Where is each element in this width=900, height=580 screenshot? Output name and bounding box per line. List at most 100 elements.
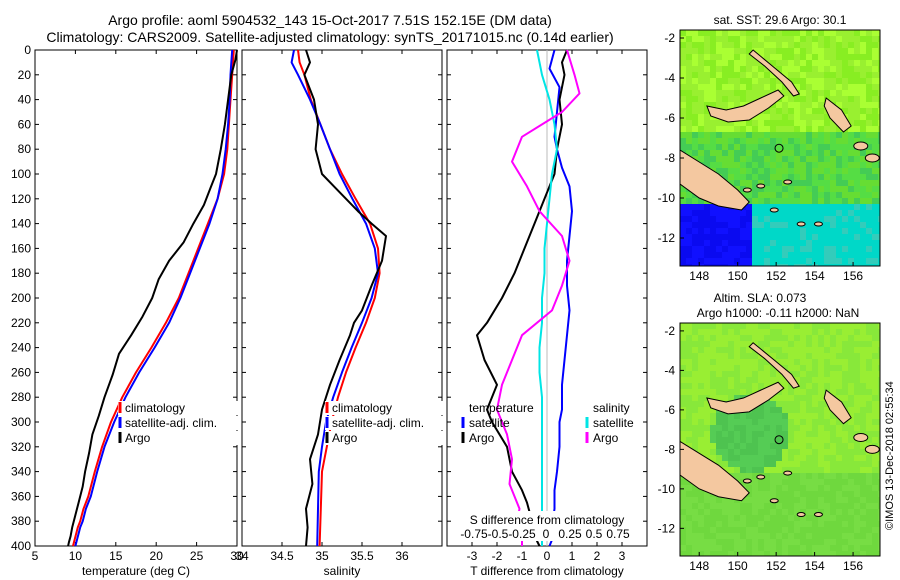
map-x-tick-label: 148 [689,559,709,573]
y-tick-label: 80 [18,142,32,156]
y-tick-label: 60 [18,117,32,131]
map-y-tick-label: -2 [664,324,675,338]
legend-label: satellite [469,416,510,430]
legend-title-temperature: temperature [469,401,534,415]
map-x-tick-label: 150 [728,269,748,283]
credit-text: ©IMOS 13-Dec-2018 02:55:34 [884,381,896,530]
figure-title-line1: Argo profile: aoml 5904532_143 15-Oct-20… [108,12,552,28]
map-bottom-title-line2: Argo h1000: -0.11 h2000: NaN [697,306,860,320]
y-tick-label: 380 [11,514,31,528]
x-tick-label: 3 [619,549,626,563]
plot-frame [241,49,443,547]
land-island [864,153,880,163]
y-tick-label: 220 [11,316,31,330]
legend-title-salinity: salinity [593,401,630,415]
legend-label: Argo [125,431,151,445]
y-tick-label: 280 [11,390,31,404]
y-tick-label: 0 [24,43,31,57]
x-tick-label: 35.5 [350,549,374,563]
map-y-tick-label: -12 [658,231,676,245]
x-tick-label: 30 [230,549,244,563]
legend-bg [325,431,445,445]
series-line-s-argo [496,49,581,546]
y-tick-label: 400 [11,539,31,553]
y-tick-label: 360 [11,489,31,503]
y-tick-label: 120 [11,192,31,206]
y-tick-label: 320 [11,440,31,454]
x2-tick-label: -0.5 [488,527,509,541]
land-island [853,433,869,443]
legend-label: climatology [125,401,185,415]
y-tick-label: 140 [11,217,31,231]
map-y-tick-label: -4 [664,363,675,377]
map-y-tick-label: -2 [664,31,675,45]
map-frame [679,322,881,557]
land-island [783,179,793,185]
panel-difference: -3 -2 -1 0 1 2 3T difference from climatology t… [446,49,648,578]
x-tick-label: -1 [517,549,528,563]
panel-temperature: 0 20 40 60 80 100 120 140 160 180 200 220 240 260 280 3… [11,43,244,578]
x-tick-label: 0 [544,549,551,563]
land-island [756,474,766,480]
y-tick-label: 40 [18,93,32,107]
x-tick-label: -3 [467,549,478,563]
series-line-t-argo [476,49,568,547]
x-axis-label: T difference from climatology [470,564,624,578]
legend-label: Argo [593,431,619,445]
legend-label: satellite [593,416,634,430]
legend-bg [118,416,238,430]
series-line-t-satellite [548,49,573,547]
land-new-britain [706,89,785,123]
land-island [853,141,869,151]
x-axis-label: salinity [324,564,361,578]
argo-position-marker [774,143,784,153]
y-tick-label: 20 [18,68,32,82]
map-x-tick-label: 154 [805,269,825,283]
legend-label: satellite-adj. clim. [125,416,217,430]
x2-tick-label: 0.25 [558,527,582,541]
map-top: 148 150 152 154 156 -2 -4 -6 -8 -10 -12 [658,29,881,283]
x-tick-label: 5 [32,549,39,563]
x-tick-label: -2 [492,549,503,563]
panel-salinity: 34 34.5 35 35.5 36 salinity climatologysatelli… [235,49,445,578]
argo-position-marker [774,435,784,445]
map-x-tick-label: 152 [766,269,786,283]
y-tick-label: 100 [11,167,31,181]
figure-title: Argo profile: aoml 5904532_143 15-Oct-20… [0,0,660,50]
x2-axis-bg [453,511,641,541]
x2-axis-label: S difference from climatology [470,513,625,527]
plot-frame [34,49,238,547]
map-y-tick-label: -8 [664,442,675,456]
x2-tick-label: -0.75 [460,527,488,541]
x-tick-label: 36 [395,549,409,563]
land-island [813,512,823,518]
map-x-tick-label: 152 [766,559,786,573]
series-line-argo [303,49,387,547]
y-tick-label: 200 [11,291,31,305]
land-island [783,470,793,476]
map-top-title: sat. SST: 29.6 Argo: 30.1 [714,13,847,27]
land-bougainville [823,389,852,425]
y-tick-label: 160 [11,241,31,255]
map-field [680,323,880,556]
x2-tick-label: -0.25 [508,527,536,541]
map-frame [679,29,881,267]
x2-tick-label: 0 [543,527,550,541]
map-y-tick-label: -6 [664,111,675,125]
map-y-tick-label: -8 [664,151,675,165]
map-y-tick-label: -12 [658,521,676,535]
series-line-satellite-adj-clim- [74,49,234,547]
map-y-tick-label: -10 [658,191,676,205]
land-island [796,512,806,518]
map-bottom: 148 150 152 154 156 -2 -4 -6 -8 -10 -12 [658,322,881,573]
legend-label: climatology [332,401,392,415]
y-tick-label: 240 [11,341,31,355]
map-y-tick-label: -10 [658,482,676,496]
map-x-tick-label: 150 [728,559,748,573]
x2-tick-label: 0.5 [586,527,603,541]
land-new-britain [706,381,785,415]
x-axis-label: temperature (deg C) [82,564,190,578]
land-new-ireland [748,342,800,389]
x-tick-label: 34.5 [270,549,294,563]
legend-label: satellite-adj. clim. [332,416,424,430]
